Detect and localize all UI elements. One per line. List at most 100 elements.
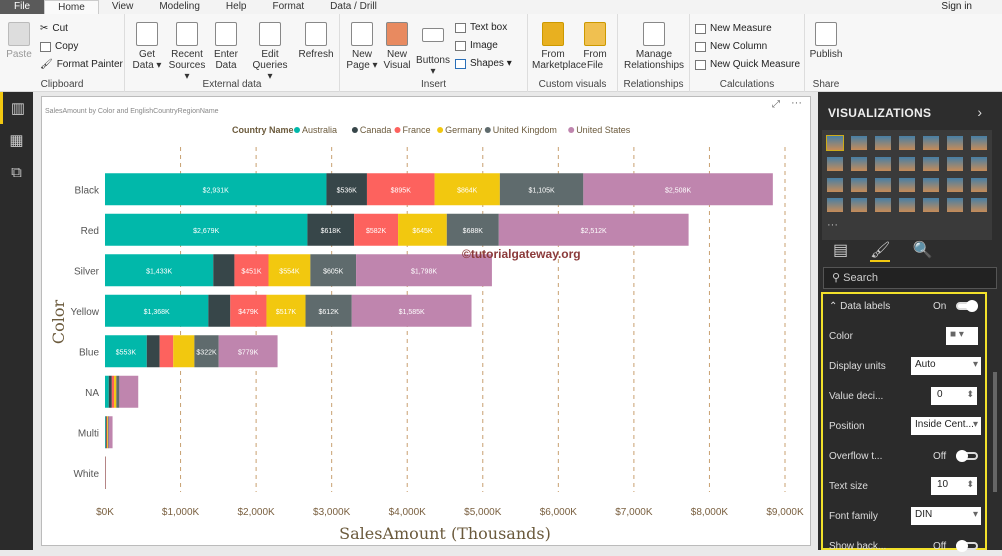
visual-type-icon[interactable] [826,135,844,151]
new-measure-button[interactable]: New Measure [695,23,772,34]
bar-segment[interactable] [213,254,235,287]
new-visual-button[interactable]: New Visual [380,22,414,71]
bar-segment[interactable] [105,254,214,287]
text-size-stepper[interactable]: 10 [931,477,977,495]
visual-type-icon[interactable] [971,177,987,192]
bar-segment[interactable] [234,254,269,287]
format-painter-button[interactable]: 🖌 Format Painter [40,59,123,70]
tab-home[interactable]: Home [44,0,99,14]
bar-segment[interactable] [105,213,308,246]
bar-segment[interactable] [114,375,117,408]
visual-type-icon[interactable] [875,177,891,192]
visual-type-icon[interactable] [971,198,987,213]
bar-segment[interactable] [307,213,355,246]
legend-item[interactable]: United States [576,125,631,135]
publish-button[interactable]: Publish [807,22,845,60]
bar-segment[interactable] [583,173,773,206]
bar-segment[interactable] [105,173,327,206]
font-family-dropdown[interactable]: DIN [911,507,981,525]
more-options-icon[interactable]: ··· [791,97,802,109]
bar-segment[interactable] [398,213,447,246]
visual-type-icon[interactable] [899,156,915,171]
show-background-toggle[interactable] [956,540,979,552]
from-file-button[interactable]: From File [578,22,612,71]
visual-type-icon[interactable] [899,136,915,150]
buttons-button[interactable]: Buttons ▾ [414,22,452,77]
image-button[interactable]: Image [455,40,498,51]
format-paint-roller-icon[interactable]: 🖌 [870,240,891,262]
visual-type-icon[interactable] [827,156,843,171]
search-input[interactable]: ⚲ Search [823,267,997,289]
visual-type-icon[interactable] [923,156,939,171]
copy-button[interactable]: Copy [40,41,78,52]
bar-segment[interactable] [107,416,109,449]
visual-type-icon[interactable] [923,177,939,192]
sign-in-link[interactable]: Sign in [941,1,972,12]
overflow-text-toggle[interactable] [956,450,979,462]
visual-type-icon[interactable] [947,156,963,171]
bar-segment[interactable] [310,254,357,287]
bar-segment[interactable] [108,416,109,449]
bar-segment[interactable] [146,335,160,368]
visual-type-icon[interactable] [827,198,843,213]
legend-item[interactable]: United Kingdom [493,125,557,135]
bar-segment[interactable] [111,375,115,408]
legend-item[interactable]: Canada [360,125,392,135]
bar-segment[interactable] [434,173,500,206]
visual-type-icon[interactable] [947,136,963,150]
bar-segment[interactable] [446,213,499,246]
display-units-dropdown[interactable]: Auto [911,357,981,375]
get-data-button[interactable]: Get Data ▾ [130,22,164,71]
legend-item[interactable]: France [403,125,431,135]
tab-view[interactable]: View [111,1,134,12]
position-dropdown[interactable]: Inside Cent... [911,417,981,435]
bar-segment[interactable] [106,416,108,449]
bar-segment[interactable] [119,375,139,408]
tab-data-drill[interactable]: Data / Drill [330,1,377,12]
new-column-button[interactable]: New Column [695,41,767,52]
bar-segment[interactable] [356,254,492,287]
bar-segment[interactable] [108,375,112,408]
recent-sources-button[interactable]: Recent Sources ▾ [167,22,207,82]
new-quick-measure-button[interactable]: New Quick Measure [695,59,800,70]
stacked-bar-visual[interactable]: SalesAmount by Color and EnglishCountryR… [41,96,811,546]
data-labels-header[interactable]: ⌃ Data labels On [829,296,981,316]
visual-type-icon[interactable]: ··· [827,219,838,232]
report-view-icon[interactable]: ▥ [0,92,33,124]
bar-segment[interactable] [208,294,231,327]
visual-type-icon[interactable] [971,136,987,150]
bar-segment[interactable] [366,173,435,206]
visual-type-icon[interactable] [875,198,891,213]
bar-segment[interactable] [105,335,147,368]
visual-type-icon[interactable] [923,198,939,213]
visual-type-icon[interactable] [899,177,915,192]
color-picker[interactable]: ■ ▾ [946,327,978,345]
bar-segment[interactable] [173,335,195,368]
text-box-button[interactable]: Text box [455,22,507,33]
fields-tab-icon[interactable]: ▤ [833,242,849,259]
bar-segment[interactable] [351,294,472,327]
bar-segment[interactable] [105,294,209,327]
visual-type-icon[interactable] [923,136,939,150]
visual-type-icon[interactable] [947,198,963,213]
bar-segment[interactable] [499,173,584,206]
legend-item[interactable]: Germany [445,125,483,135]
cut-button[interactable]: ✂ Cut [40,23,68,34]
bar-segment[interactable] [194,335,219,368]
relationships-view-icon[interactable]: ⧉ [11,163,22,181]
tab-modeling[interactable]: Modeling [159,1,200,12]
collapse-chevron-icon[interactable]: › [977,104,982,120]
data-view-icon[interactable]: ▦ [9,132,24,149]
analytics-magnifier-icon[interactable]: 🔍 [912,242,933,259]
bar-segment[interactable] [305,294,352,327]
from-marketplace-button[interactable]: From Marketplace [532,22,586,71]
visual-type-icon[interactable] [971,156,987,171]
bar-segment[interactable] [268,254,311,287]
tab-file[interactable]: File [0,0,45,14]
new-page-button[interactable]: New Page ▾ [345,22,379,71]
edit-queries-button[interactable]: Edit Queries ▾ [250,22,290,82]
bar-segment[interactable] [105,456,106,489]
pane-scrollbar[interactable] [993,372,997,492]
bar-segment[interactable] [159,335,174,368]
visual-type-icon[interactable] [827,177,843,192]
